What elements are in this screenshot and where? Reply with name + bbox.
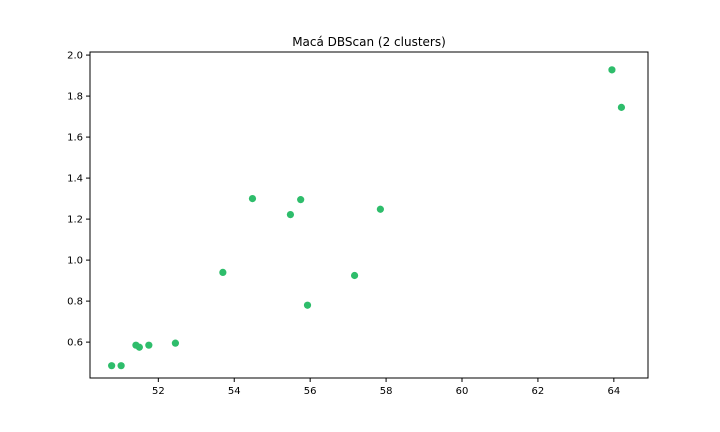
x-tick-label: 64 [607,386,620,397]
y-tick-label: 1.4 [67,174,83,185]
data-point [617,103,626,111]
data-point [171,339,180,347]
data-point [303,301,312,309]
data-point [135,343,143,351]
data-point [608,66,616,74]
data-point [117,362,125,370]
data-point [286,210,295,219]
x-axis: 52 54 56 58 60 62 64 [152,378,620,397]
x-tick-label: 58 [380,386,393,397]
data-point [145,341,153,349]
x-tick-label: 62 [532,386,545,397]
x-tick-label: 60 [456,386,469,397]
data-point [108,362,116,370]
y-tick-label: 1.2 [67,215,83,226]
data-point [376,205,384,213]
y-tick-label: 0.6 [67,338,83,349]
data-point [219,268,227,277]
y-tick-label: 1.0 [67,256,83,267]
plot-area-frame [89,51,649,379]
y-tick-label: 2.0 [67,51,83,62]
y-axis: 0.6 0.8 1.0 1.2 1.4 1.6 1.8 2.0 [67,51,90,349]
x-tick-label: 56 [304,386,317,397]
data-point [297,196,305,204]
data-point [350,271,359,280]
y-tick-label: 1.8 [67,92,83,103]
y-tick-label: 1.6 [67,133,83,144]
data-point [248,194,257,203]
x-tick-label: 54 [228,386,241,397]
data-points [108,66,626,370]
x-tick-label: 52 [152,386,165,397]
chart-title: Macá DBScan (2 clusters) [292,35,446,49]
y-tick-label: 0.8 [67,297,83,308]
